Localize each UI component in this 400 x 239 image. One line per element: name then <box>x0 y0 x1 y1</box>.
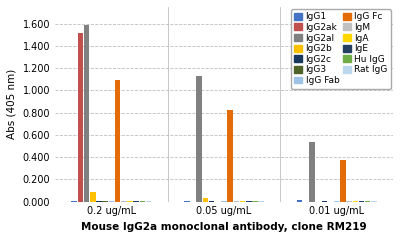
Bar <box>71 201 77 202</box>
Bar <box>90 192 96 202</box>
Bar <box>221 201 227 202</box>
Bar <box>258 201 264 202</box>
Bar <box>209 201 214 202</box>
Legend: IgG1, IgG2ak, IgG2al, IgG2b, IgG2c, IgG3, IgG Fab, IgG Fc, IgM, IgA, IgE, Hu IgG: IgG1, IgG2ak, IgG2al, IgG2b, IgG2c, IgG3… <box>291 9 391 89</box>
Bar <box>127 201 133 202</box>
Bar <box>84 25 89 202</box>
Bar <box>240 201 246 202</box>
X-axis label: Mouse IgG2a monoclonal antibody, clone RM219: Mouse IgG2a monoclonal antibody, clone R… <box>81 222 367 232</box>
Bar <box>140 201 145 202</box>
Bar <box>352 201 358 202</box>
Bar <box>365 201 370 202</box>
Bar <box>234 201 239 202</box>
Bar <box>322 201 327 202</box>
Bar <box>96 201 102 202</box>
Bar <box>78 33 83 202</box>
Y-axis label: Abs (405 nm): Abs (405 nm) <box>7 69 17 139</box>
Bar <box>108 201 114 202</box>
Bar <box>359 201 364 202</box>
Bar <box>146 201 151 202</box>
Bar <box>115 80 120 202</box>
Bar <box>228 110 233 202</box>
Bar <box>102 201 108 202</box>
Bar <box>133 201 139 202</box>
Bar <box>340 160 346 202</box>
Bar <box>309 141 315 202</box>
Bar <box>121 201 126 202</box>
Bar <box>246 201 252 202</box>
Bar <box>252 201 258 202</box>
Bar <box>196 76 202 202</box>
Bar <box>334 201 340 202</box>
Bar <box>203 198 208 202</box>
Bar <box>346 201 352 202</box>
Bar <box>184 201 190 202</box>
Bar <box>297 200 302 202</box>
Bar <box>371 201 377 202</box>
